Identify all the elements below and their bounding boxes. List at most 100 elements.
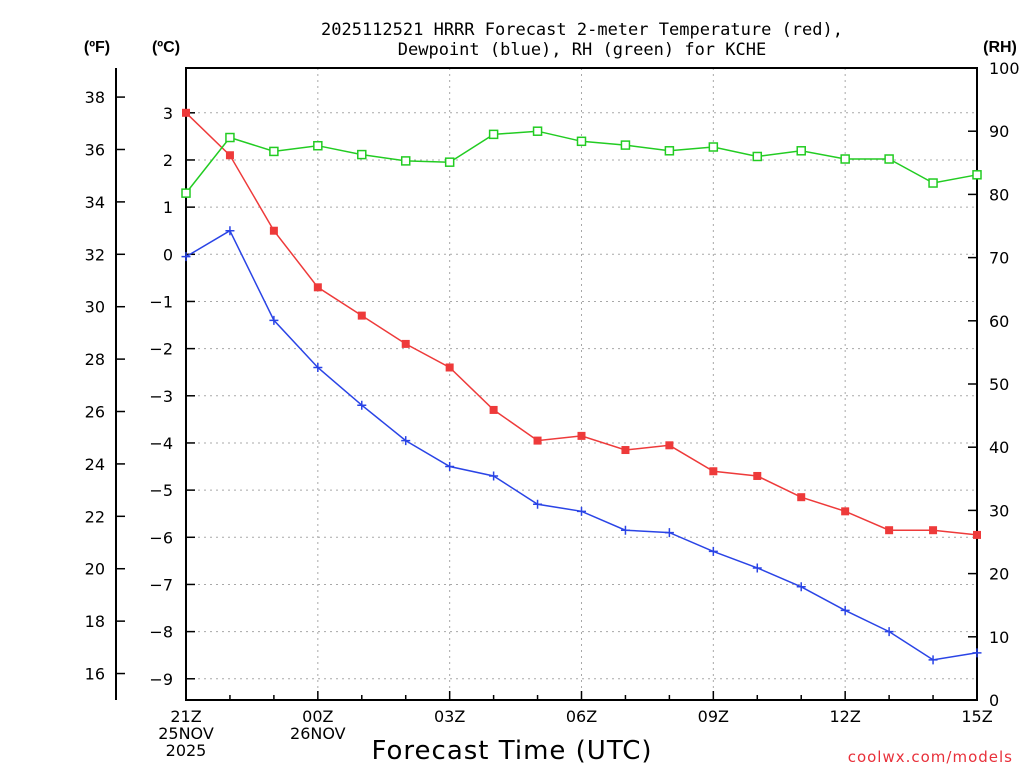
dewpoint-point [269,315,279,325]
time-tick-label: 00Z [302,707,333,726]
rh-tick-label: 30 [989,501,1009,520]
rh-point [532,126,543,136]
temperature-point [797,493,806,502]
temperature-point [929,526,938,535]
time-tick-label: 25NOV [158,724,214,743]
rh-point [884,154,894,164]
rh-point [708,142,719,152]
fahrenheit-axis: 38 36 34 32 30 28 26 24 22 20 18 16 [85,88,125,684]
temperature-point [885,526,894,535]
rh-unit-label: (RH) [983,39,1017,56]
temperature-point [665,441,674,450]
chart-title-line1: 2025112521 HRRR Forecast 2-meter Tempera… [321,20,843,40]
temperature-point [577,431,586,440]
dewpoint-point [972,648,982,658]
rh-point [576,136,587,147]
rh-tick-label: 90 [989,122,1009,141]
rh-tick-label: 70 [989,249,1009,268]
rh-point [225,132,235,143]
dewpoint-point [577,506,586,516]
time-tick-label: 2025 [166,741,207,760]
fahrenheit-tick-label: 30 [85,298,105,317]
dewpoint-point [225,226,235,236]
dewpoint-point [884,627,894,637]
celsius-tick-label: 1 [163,198,173,217]
rh-tick-label: 0 [989,691,999,710]
rh-tick-label: 60 [989,312,1009,331]
dewpoint-point [752,563,762,573]
celsius-tick-label: 0 [163,245,173,264]
dewpoint-point [708,546,718,556]
fahrenheit-tick-label: 16 [85,665,105,684]
dewpoint-point [489,471,499,481]
series-layer [181,108,982,665]
dewpoint-point [401,436,411,446]
time-tick-label: 03Z [434,707,465,726]
fahrenheit-tick-label: 38 [85,88,105,107]
rh-tick-label: 50 [989,375,1009,394]
time-tick-label: 12Z [830,707,861,726]
dewpoint-point [664,528,674,538]
rh-point [840,154,850,164]
temperature-point [269,226,278,235]
celsius-tick-label: 3 [163,104,173,123]
celsius-tick-label: −5 [149,481,173,500]
dewpoint-point [181,252,191,262]
dewpoint-point [445,462,455,472]
x-axis-title: Forecast Time (UTC) [371,736,652,766]
temperature-point [225,151,234,160]
fahrenheit-tick-label: 26 [85,403,105,422]
dewpoint-line [185,229,978,661]
rh-point [444,157,455,167]
rh-point [620,140,631,150]
temperature-point [357,311,366,320]
temperature-point [973,530,981,539]
dewpoint-point [928,655,938,665]
celsius-tick-label: −1 [149,292,173,311]
time-tick-label: 21Z [170,707,201,726]
fahrenheit-tick-label: 36 [85,140,105,159]
celsius-tick-label: −6 [149,528,173,547]
rh-point [357,149,367,160]
temperature-series [182,108,981,539]
dewpoint-point [357,400,367,410]
rh-point [928,178,938,188]
time-tick-label: 06Z [566,707,597,726]
fahrenheit-tick-label: 24 [85,455,105,474]
rh-tick-label: 80 [989,185,1009,204]
temperature-point [709,467,718,476]
celsius-tick-label: −2 [149,340,173,359]
fahrenheit-tick-label: 28 [85,350,105,369]
fahrenheit-tick-label: 20 [85,560,105,579]
rh-point [796,146,806,156]
fahrenheit-tick-label: 34 [85,193,105,212]
rh-point [752,151,763,162]
temperature-point [489,405,498,414]
site-credit: coolwx.com/models [848,748,1013,766]
dewpoint-point [533,499,543,509]
dewpoint-point [313,362,323,372]
time-tick-label: 15Z [961,707,992,726]
plot-frame [185,67,978,701]
rh-series [181,126,982,198]
dewpoint-point [840,605,850,615]
temperature-point [445,363,454,372]
celsius-axis: 3 2 1 0 −1 −2 −3 −4 −5 −6 −7 −8 −9 [149,104,195,689]
rh-tick-label: 20 [989,565,1009,584]
fahrenheit-tick-label: 22 [85,507,105,526]
temperature-point [841,507,850,516]
dewpoint-point [620,525,630,535]
temperature-point [182,108,190,117]
celsius-tick-label: −3 [149,387,173,406]
dewpoint-point [796,582,806,592]
time-tick-label: 09Z [698,707,729,726]
celsius-tick-label: −4 [149,434,173,453]
celsius-tick-label: 2 [163,151,173,170]
temperature-point [533,436,542,445]
celsius-tick-label: −7 [149,575,173,594]
temperature-point [621,446,630,455]
dewpoint-series [181,226,982,665]
